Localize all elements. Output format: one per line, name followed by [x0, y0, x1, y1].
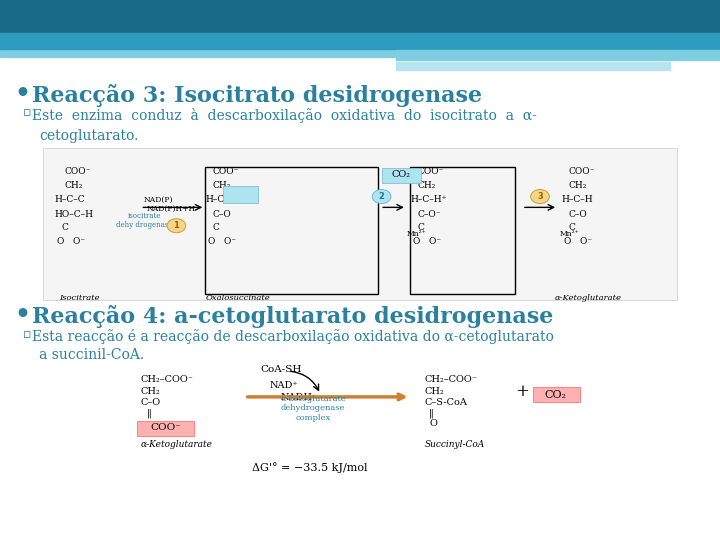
Text: COO⁻: COO⁻ [212, 167, 239, 177]
Text: H–C–C: H–C–C [205, 195, 236, 205]
Text: CH₂: CH₂ [425, 387, 444, 396]
Text: C–O: C–O [569, 210, 588, 219]
Text: O: O [429, 418, 437, 428]
Text: isocitrate
dehy drogenase: isocitrate dehy drogenase [116, 212, 172, 229]
Circle shape [167, 219, 186, 233]
Bar [396, 50, 720, 60]
Bar [0, 0, 720, 35]
Text: α-Ketoglutarate: α-Ketoglutarate [140, 440, 212, 449]
Text: +: + [515, 383, 528, 400]
Text: Este  enzima  conduz  à  descarboxilação  oxidativa  do  isocitrato  a  α-: Este enzima conduz à descarboxilação oxi… [32, 108, 537, 123]
Text: CH₂: CH₂ [418, 181, 436, 190]
Text: Mn²⁺: Mn²⁺ [407, 230, 426, 238]
Text: 1: 1 [174, 221, 179, 230]
Bar [396, 62, 670, 70]
Text: Mn²⁺: Mn²⁺ [559, 230, 579, 238]
Text: Esta reacção é a reacção de descarboxilação oxidativa do α-cetoglutarato: Esta reacção é a reacção de descarboxila… [32, 329, 554, 345]
Text: Reacção 3: Isocitrato desidrogenase: Reacção 3: Isocitrato desidrogenase [32, 84, 482, 107]
Text: H–C–H⁺: H–C–H⁺ [410, 195, 447, 205]
Text: C–O⁻: C–O⁻ [418, 210, 441, 219]
Text: CO₂: CO₂ [545, 390, 567, 400]
Text: COO⁻: COO⁻ [569, 167, 595, 177]
Bar [533, 387, 580, 402]
Text: α-Ketoglutarate: α-Ketoglutarate [554, 294, 621, 302]
Text: cetoglutarato.: cetoglutarato. [39, 129, 138, 143]
Text: CH₂–COO⁻: CH₂–COO⁻ [140, 375, 193, 384]
Bar [0, 49, 720, 57]
Text: H–C–H: H–C–H [562, 195, 593, 205]
Text: C: C [61, 223, 68, 232]
Text: CH₂: CH₂ [65, 181, 84, 190]
Text: O   O⁻: O O⁻ [208, 237, 236, 246]
Text: ‖: ‖ [429, 409, 434, 419]
Text: O   O⁻: O O⁻ [413, 237, 441, 246]
Text: NAD(P): NAD(P) [144, 195, 174, 204]
Text: COO⁻: COO⁻ [65, 167, 91, 177]
Text: CoA-SH: CoA-SH [260, 364, 302, 374]
Text: CO₂: CO₂ [392, 171, 410, 179]
Circle shape [372, 190, 391, 204]
Bar [205, 167, 378, 294]
Text: NAD⁺: NAD⁺ [270, 381, 299, 390]
Text: •: • [14, 303, 30, 327]
Text: CH₂: CH₂ [569, 181, 588, 190]
Text: Reacção 4: a-cetoglutarato desidrogenase: Reacção 4: a-cetoglutarato desidrogenase [32, 305, 554, 328]
Circle shape [531, 190, 549, 204]
Text: •: • [14, 82, 30, 105]
Bar [137, 421, 194, 436]
Bar [382, 168, 421, 183]
Text: ΔG'° = −33.5 kJ/mol: ΔG'° = −33.5 kJ/mol [252, 462, 367, 472]
Text: C: C [212, 223, 220, 232]
Text: C: C [569, 223, 576, 232]
Text: Oxalosuccinate: Oxalosuccinate [205, 294, 270, 302]
Text: CH₂: CH₂ [212, 181, 231, 190]
Text: ‖: ‖ [147, 409, 152, 419]
Bar [410, 167, 515, 294]
Text: COO⁻: COO⁻ [150, 423, 181, 432]
Text: 2: 2 [379, 192, 384, 201]
Text: α-ketoglutarate
dehydrogenase
complex: α-ketoglutarate dehydrogenase complex [280, 395, 346, 422]
Text: H–C–C: H–C–C [54, 195, 85, 205]
Text: ▫: ▫ [23, 106, 32, 119]
Text: O   O⁻: O O⁻ [57, 237, 85, 246]
Text: COO⁻: COO⁻ [418, 167, 444, 177]
Text: O   O⁻: O O⁻ [564, 237, 593, 246]
Text: Isocitrate: Isocitrate [59, 294, 99, 302]
Text: NADH: NADH [281, 393, 312, 402]
Text: CH₂–COO⁻: CH₂–COO⁻ [425, 375, 477, 384]
Text: CH₂: CH₂ [140, 387, 160, 396]
Text: C–O: C–O [212, 210, 231, 219]
Text: C–O: C–O [140, 398, 161, 407]
Bar [0, 33, 720, 49]
Text: C: C [418, 223, 425, 232]
Text: HO–C–H: HO–C–H [54, 210, 93, 219]
Text: NAD(P)H+H: NAD(P)H+H [146, 205, 195, 213]
Text: 3: 3 [537, 192, 543, 201]
Text: Succinyl-CoA: Succinyl-CoA [425, 440, 485, 449]
Bar [43, 148, 677, 300]
Text: ▫: ▫ [23, 328, 32, 341]
Text: a succinil-CoA.: a succinil-CoA. [39, 348, 144, 362]
Text: C–S-CoA: C–S-CoA [425, 398, 468, 407]
Bar [223, 186, 258, 202]
